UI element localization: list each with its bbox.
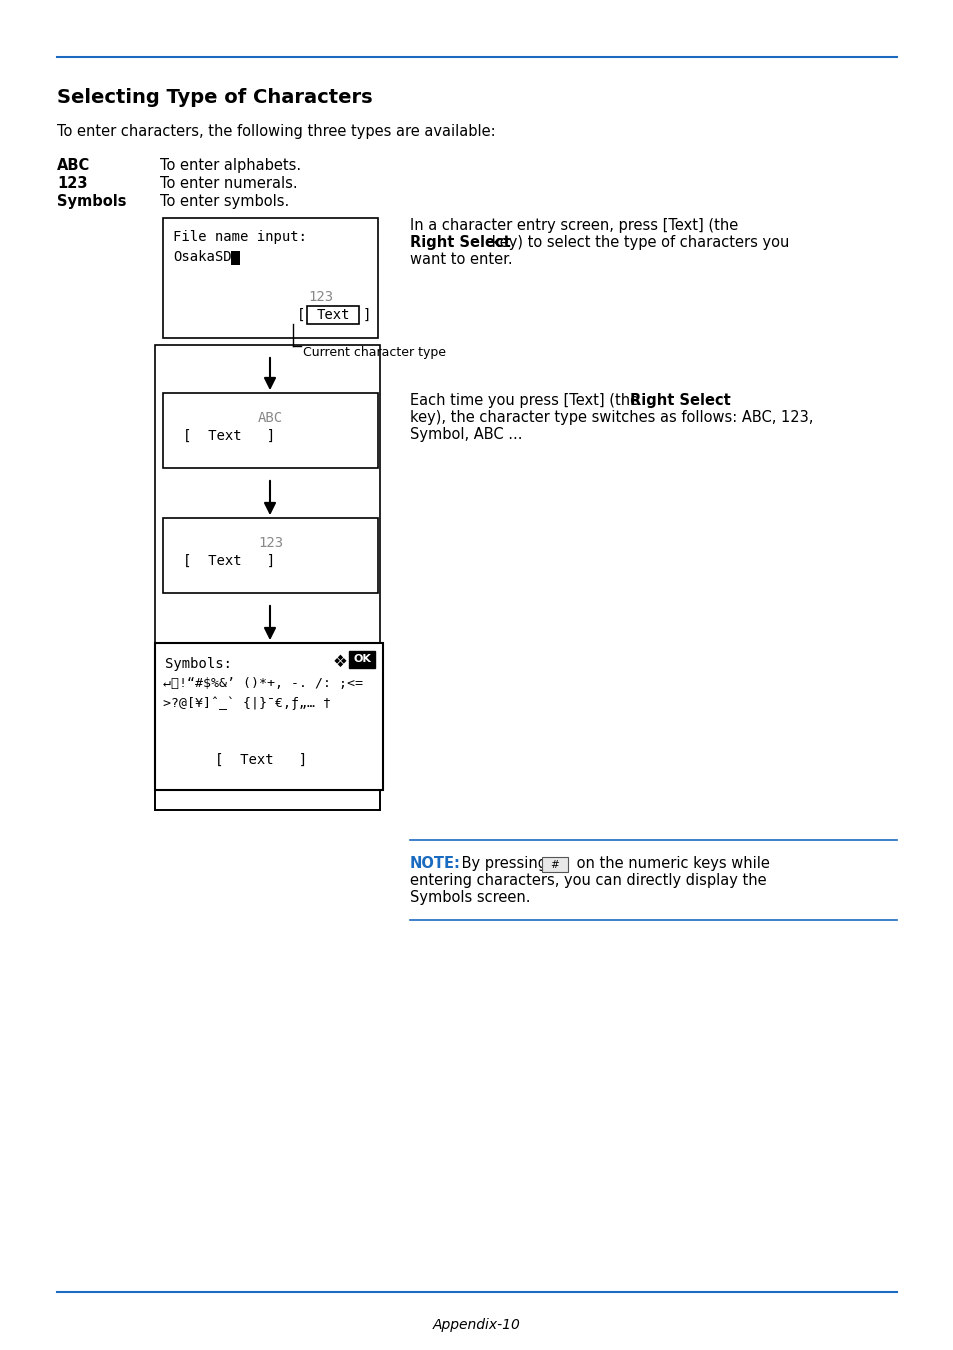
Text: To enter symbols.: To enter symbols. xyxy=(160,194,289,209)
Bar xyxy=(154,346,379,810)
Text: To enter alphabets.: To enter alphabets. xyxy=(160,158,301,173)
Text: 123: 123 xyxy=(57,176,88,190)
Text: key) to select the type of characters you: key) to select the type of characters yo… xyxy=(486,235,788,250)
Text: Selecting Type of Characters: Selecting Type of Characters xyxy=(57,88,373,107)
Text: Symbols: Symbols xyxy=(57,194,127,209)
Text: Current character type: Current character type xyxy=(303,346,446,359)
Bar xyxy=(163,217,377,338)
Text: [  Text   ]: [ Text ] xyxy=(183,554,274,568)
Text: OK: OK xyxy=(353,655,371,664)
Text: Right Select: Right Select xyxy=(410,235,510,250)
Text: Symbols screen.: Symbols screen. xyxy=(410,890,530,905)
Text: >?@[¥]ˆ_` {|}¯€,ƒ„… †: >?@[¥]ˆ_` {|}¯€,ƒ„… † xyxy=(163,697,331,710)
Text: Appendix-10: Appendix-10 xyxy=(433,1318,520,1332)
Text: ABC: ABC xyxy=(257,410,283,425)
Text: Text: Text xyxy=(315,308,350,323)
Bar xyxy=(231,251,239,265)
Text: Symbols:: Symbols: xyxy=(165,657,232,671)
Text: To enter numerals.: To enter numerals. xyxy=(160,176,297,190)
Bar xyxy=(541,857,567,872)
Text: ❖: ❖ xyxy=(333,653,348,671)
Text: ↵‥!“#$%&’ ()*+, -. /: ;<=: ↵‥!“#$%&’ ()*+, -. /: ;<= xyxy=(163,676,363,690)
Text: ABC: ABC xyxy=(57,158,91,173)
Text: In a character entry screen, press [Text] (the: In a character entry screen, press [Text… xyxy=(410,217,742,234)
Text: OsakaSD3: OsakaSD3 xyxy=(172,250,240,265)
Text: 123: 123 xyxy=(257,536,283,549)
Text: By pressing: By pressing xyxy=(456,856,546,871)
Text: [  Text   ]: [ Text ] xyxy=(183,429,274,443)
Text: on the numeric keys while: on the numeric keys while xyxy=(572,856,769,871)
Text: #: # xyxy=(550,860,558,869)
Bar xyxy=(154,643,382,790)
Text: ]: ] xyxy=(363,308,371,323)
Text: entering characters, you can directly display the: entering characters, you can directly di… xyxy=(410,873,766,888)
Text: Symbol, ABC ...: Symbol, ABC ... xyxy=(410,427,522,441)
Text: want to enter.: want to enter. xyxy=(410,252,512,267)
Text: key), the character type switches as follows: ABC, 123,: key), the character type switches as fol… xyxy=(410,410,813,425)
Text: 123: 123 xyxy=(308,290,333,304)
Text: [: [ xyxy=(296,308,305,323)
Text: To enter characters, the following three types are available:: To enter characters, the following three… xyxy=(57,124,496,139)
Text: NOTE:: NOTE: xyxy=(410,856,460,871)
Text: Each time you press [Text] (the: Each time you press [Text] (the xyxy=(410,393,643,408)
Bar xyxy=(349,651,375,668)
Bar xyxy=(163,518,377,593)
Bar xyxy=(307,306,358,324)
Text: [  Text   ]: [ Text ] xyxy=(214,753,307,767)
Bar xyxy=(163,393,377,468)
Text: File name input:: File name input: xyxy=(172,230,307,244)
Text: Right Select: Right Select xyxy=(629,393,730,408)
